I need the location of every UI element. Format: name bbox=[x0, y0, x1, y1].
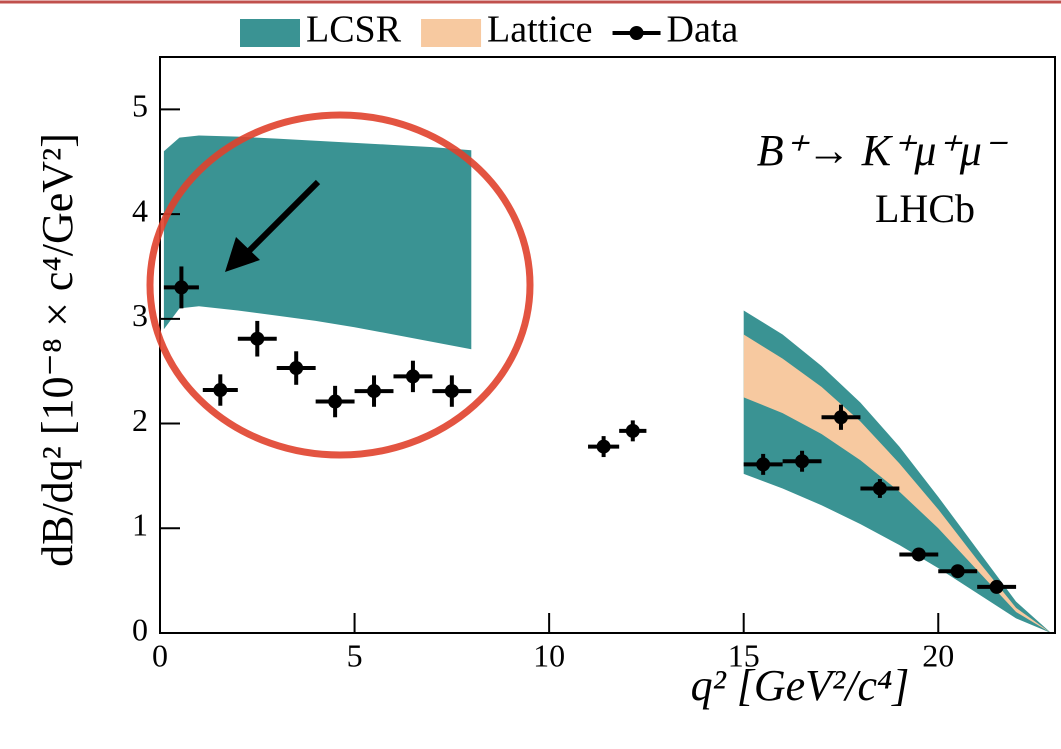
data-point bbox=[237, 320, 277, 357]
data-point bbox=[619, 420, 647, 442]
x-tick-label: 20 bbox=[922, 637, 954, 673]
band bbox=[163, 135, 472, 350]
arrow-shaft bbox=[242, 179, 321, 258]
data-point bbox=[163, 266, 199, 309]
data-point bbox=[588, 436, 620, 458]
legend-label: LCSR bbox=[306, 9, 402, 51]
data-point bbox=[432, 375, 472, 407]
data-point bbox=[860, 479, 900, 498]
legend-label: Lattice bbox=[487, 9, 592, 51]
legend-label: Data bbox=[667, 9, 739, 51]
decay-annotation: B⁺→ K⁺μ⁺μ⁻ bbox=[757, 126, 1009, 175]
y-axis-label: dB/dq² [10⁻⁸ × c⁴/GeV²] bbox=[33, 133, 82, 567]
data-point bbox=[938, 564, 978, 579]
data-point bbox=[782, 450, 822, 472]
data-point bbox=[743, 453, 783, 475]
marker bbox=[911, 547, 926, 562]
marker bbox=[756, 457, 771, 472]
highlight-circle bbox=[146, 111, 534, 459]
marker bbox=[213, 383, 228, 398]
marker bbox=[833, 410, 848, 425]
x-axis-label: q² [GeV²/c⁴] bbox=[691, 661, 910, 710]
data-point bbox=[821, 404, 861, 430]
arrow-head bbox=[225, 237, 260, 272]
y-tick-label: 4 bbox=[132, 192, 148, 228]
legend-marker bbox=[629, 26, 644, 40]
marker bbox=[795, 454, 810, 469]
marker bbox=[625, 423, 640, 438]
marker bbox=[250, 331, 265, 346]
marker bbox=[596, 439, 611, 454]
legend-swatch bbox=[240, 19, 300, 47]
plot: 0 5 10 15 20 0 1 2 3 4 5 bbox=[132, 56, 1056, 673]
data-point bbox=[276, 351, 316, 385]
legend-swatch bbox=[421, 19, 482, 47]
marker bbox=[950, 564, 965, 579]
data-point bbox=[315, 385, 355, 418]
experiment-annotation: LHCb bbox=[875, 186, 975, 231]
x-tick-label: 5 bbox=[347, 637, 363, 673]
marker bbox=[989, 579, 1004, 594]
highlight bbox=[146, 111, 534, 459]
data-point bbox=[899, 547, 939, 562]
x-tick-label: 0 bbox=[152, 637, 168, 673]
band bbox=[743, 334, 1052, 633]
marker bbox=[289, 361, 304, 376]
y-tick-label: 5 bbox=[132, 88, 148, 124]
data-point bbox=[354, 375, 394, 407]
marker bbox=[405, 369, 420, 384]
marker bbox=[174, 280, 189, 295]
y-tick-label: 0 bbox=[132, 611, 148, 647]
legend: LCSR Lattice Data bbox=[240, 9, 738, 51]
marker bbox=[328, 394, 343, 409]
marker bbox=[444, 384, 459, 399]
y-tick-label: 1 bbox=[132, 507, 148, 543]
data-point bbox=[202, 374, 238, 406]
x-tick-label: 15 bbox=[728, 637, 760, 673]
y-tick-label: 3 bbox=[132, 297, 148, 333]
marker bbox=[367, 384, 382, 399]
y-tick-label: 2 bbox=[132, 402, 148, 438]
data-point bbox=[393, 360, 433, 393]
data-point bbox=[977, 579, 1017, 594]
x-tick-label: 10 bbox=[533, 637, 565, 673]
marker bbox=[872, 481, 887, 496]
